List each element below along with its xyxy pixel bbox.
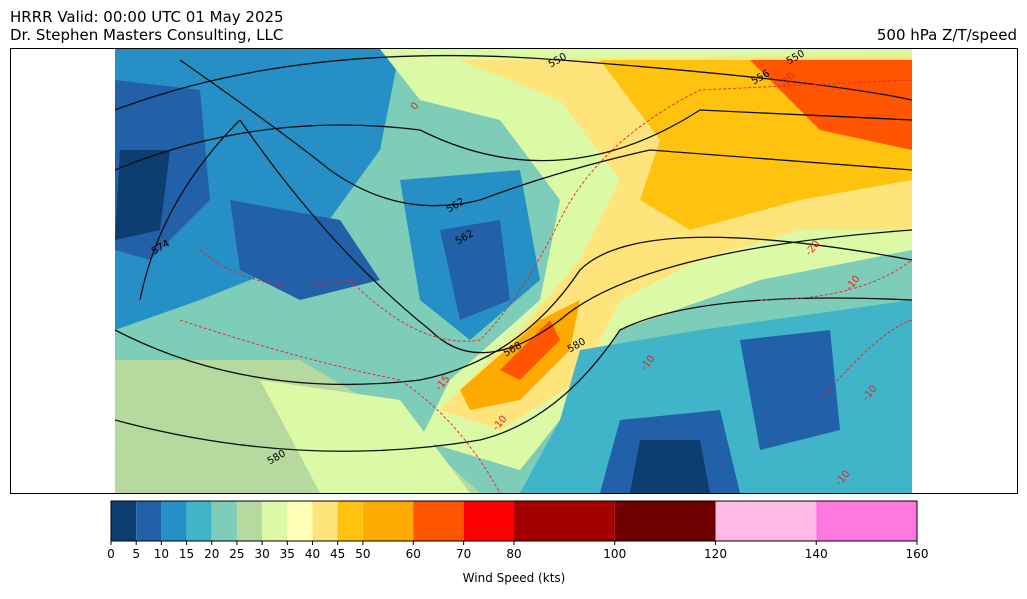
x-tick-label: 100	[603, 547, 626, 561]
x-tick-label: 80	[506, 547, 521, 561]
map: 550 550556562562568574580580-20-20-15-10-…	[10, 48, 1018, 494]
x-tick-label: 140	[805, 547, 828, 561]
x-tick-label: 5	[132, 547, 140, 561]
x-tick-label: 25	[229, 547, 244, 561]
x-tick-label: 60	[406, 547, 421, 561]
color-segment	[262, 501, 288, 541]
color-segment	[312, 501, 338, 541]
x-tick-label: 160	[906, 547, 929, 561]
product: 500 hPa Z/T/speed	[877, 26, 1017, 44]
title: HRRR Valid: 00:00 UTC 01 May 2025	[10, 8, 284, 26]
x-tick-label: 10	[154, 547, 169, 561]
temperature-contour-label: 0	[409, 100, 422, 112]
x-tick-label: 70	[456, 547, 471, 561]
color-segment	[614, 501, 716, 541]
subtitle: Dr. Stephen Masters Consulting, LLC	[10, 26, 283, 44]
color-segment	[413, 501, 464, 541]
color-segment	[463, 501, 514, 541]
color-segment	[161, 501, 187, 541]
color-segment	[211, 501, 237, 541]
x-tick-label: 50	[355, 547, 370, 561]
x-tick-label: 120	[704, 547, 727, 561]
x-tick-label: 15	[179, 547, 194, 561]
color-segment	[715, 501, 817, 541]
x-tick-label: 45	[330, 547, 345, 561]
colorbar: 0 5 10 15 20 25 30 35 40 45 50 60 70 80 100 120 140 160 Wi…	[107, 500, 929, 585]
color-segment	[111, 501, 137, 541]
x-tick-label: 40	[305, 547, 320, 561]
x-tick-label: 0	[107, 547, 115, 561]
color-segment	[337, 501, 363, 541]
color-segment	[514, 501, 615, 541]
x-tick-label: 35	[280, 547, 295, 561]
color-segment	[186, 501, 212, 541]
color-segment	[816, 501, 917, 541]
x-tick-label: 30	[254, 547, 269, 561]
color-segment	[136, 501, 162, 541]
color-segment	[287, 501, 313, 541]
color-segment	[236, 501, 263, 541]
x-tick-label: 20	[204, 547, 219, 561]
x-axis-label: Wind Speed (kts)	[463, 571, 566, 585]
color-segment	[362, 501, 414, 541]
